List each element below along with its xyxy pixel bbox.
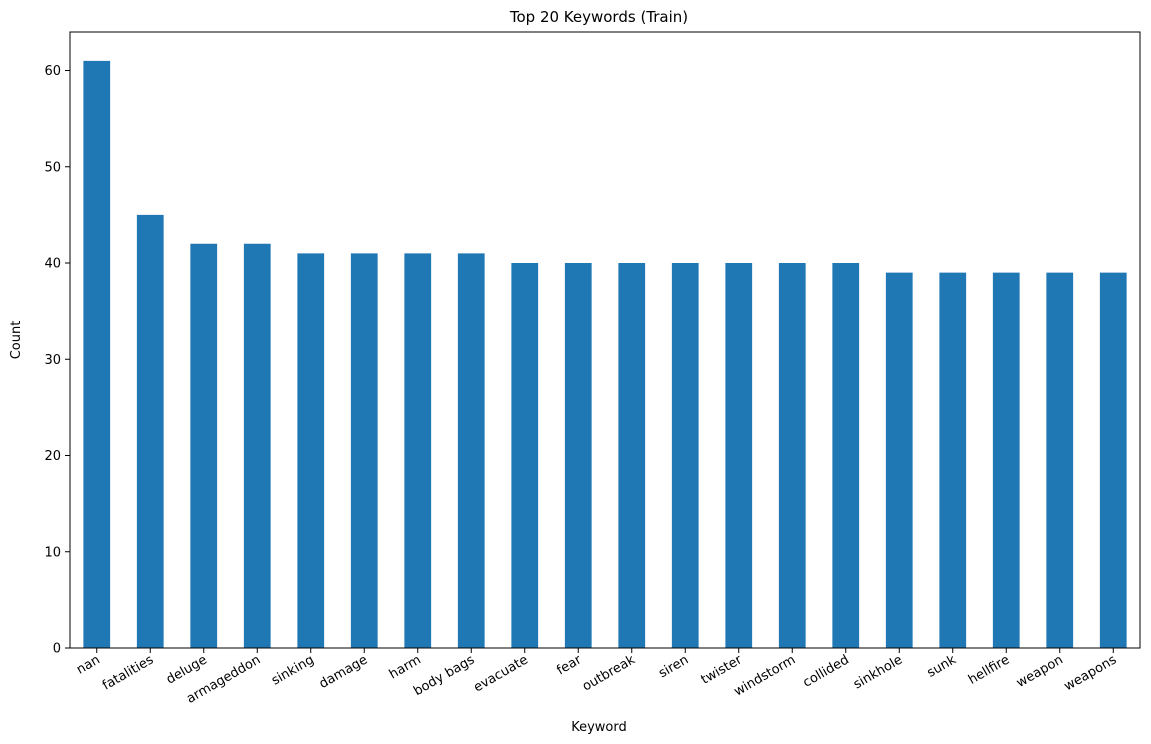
x-tick-label: siren [656,652,691,681]
bar-armageddon [243,243,271,648]
y-tick-label: 60 [44,64,61,79]
bar-windstorm [778,263,806,648]
bar-collided [832,263,860,648]
x-tick-label: weapons [1062,652,1120,694]
bar-sinkhole [885,272,913,649]
bar-twister [725,263,753,648]
x-tick-label: evacuate [471,652,531,695]
x-tick-label: body bags [411,652,477,699]
x-tick-label: fear [554,652,584,678]
x-tick-label: sunk [925,652,960,681]
y-tick-label: 50 [44,160,61,175]
x-tick-label: damage [317,652,370,692]
bar-evacuate [511,263,539,648]
bars-layer [83,60,1127,649]
bar-weapon [1046,272,1074,649]
bar-deluge [190,243,218,648]
x-tick-label: fatalities [100,652,156,693]
bar-hellfire [992,272,1020,649]
y-tick-label: 10 [44,545,61,560]
bar-outbreak [618,263,646,648]
y-tick-label: 40 [44,257,61,272]
x-tick-label: sinking [269,652,317,688]
bar-sunk [939,272,967,649]
y-tick-label: 30 [44,353,61,368]
y-axis-label: Count [9,321,24,360]
x-tick-label: outbreak [580,652,638,694]
plot-frame [69,31,1141,649]
y-tick-label: 0 [53,642,61,657]
x-tick-label: harm [387,652,424,682]
x-axis-label: Keyword [571,720,627,735]
y-axis: 0 10 20 30 40 50 60 [44,64,70,657]
bar-harm [404,253,432,649]
x-tick-label: windstorm [732,652,799,699]
x-tick-label: collided [801,652,852,690]
bar-fatalities [136,214,164,649]
x-tick-label: nan [74,652,103,677]
x-tick-label: sinkhole [851,652,905,692]
bar-siren [671,263,699,648]
chart-title: Top 20 Keywords (Train) [509,8,688,26]
bar-sinking [297,253,325,649]
bar-weapons [1099,272,1127,649]
bar-nan [83,60,111,649]
y-tick-label: 20 [44,449,61,464]
bar-fear [564,263,592,648]
x-tick-label: weapon [1014,652,1066,691]
x-tick-label: hellfire [966,652,1012,687]
bar-damage [350,253,378,649]
bar-body-bags [457,253,485,649]
